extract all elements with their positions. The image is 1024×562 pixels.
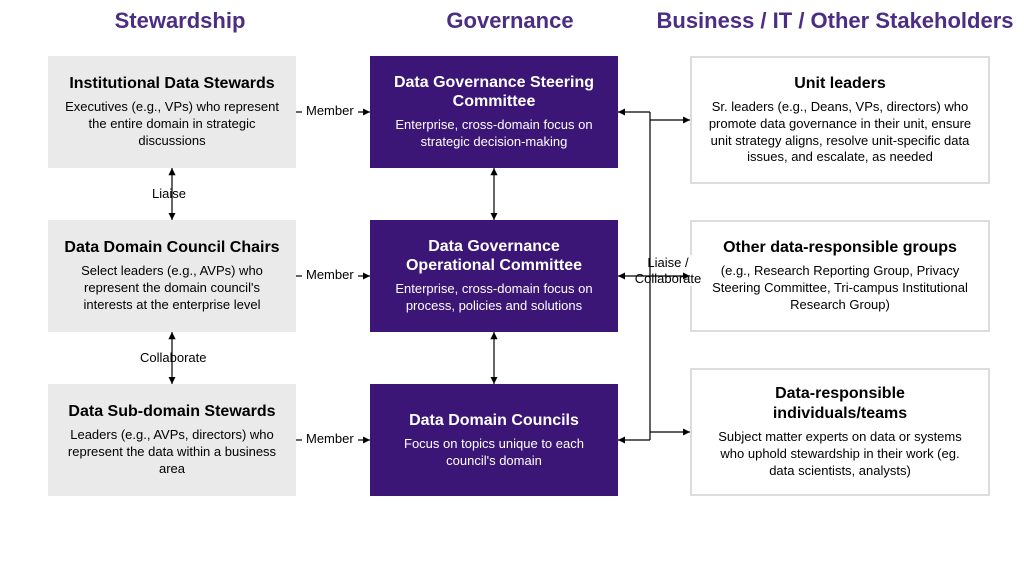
edge-label-text: Liaise / Collaborate <box>635 255 702 286</box>
box-domain-councils: Data Domain Councils Focus on topics uni… <box>370 384 618 496</box>
box-desc: Focus on topics unique to each council's… <box>384 436 604 470</box>
box-title: Institutional Data Stewards <box>62 74 282 93</box>
box-desc: Subject matter experts on data or system… <box>706 429 974 480</box>
header-stakeholders: Business / IT / Other Stakeholders <box>655 8 1015 34</box>
box-desc: Select leaders (e.g., AVPs) who represen… <box>62 263 282 314</box>
box-desc: Executives (e.g., VPs) who represent the… <box>62 99 282 150</box>
box-individuals-teams: Data-responsible individuals/teams Subje… <box>690 368 990 496</box>
box-title: Other data-responsible groups <box>706 238 974 257</box>
edge-label-liaise: Liaise <box>150 186 188 202</box>
box-title: Data Governance Steering Committee <box>384 73 604 111</box>
box-desc: (e.g., Research Reporting Group, Privacy… <box>706 263 974 314</box>
edge-label-member-3: Member <box>304 431 356 447</box>
box-title: Data Domain Councils <box>384 411 604 430</box>
edge-label-member-1: Member <box>304 103 356 119</box>
box-desc: Enterprise, cross-domain focus on strate… <box>384 117 604 151</box>
box-domain-council-chairs: Data Domain Council Chairs Select leader… <box>48 220 296 332</box>
box-unit-leaders: Unit leaders Sr. leaders (e.g., Deans, V… <box>690 56 990 184</box>
box-title: Unit leaders <box>706 74 974 93</box>
box-desc: Enterprise, cross-domain focus on proces… <box>384 281 604 315</box>
edge-label-collaborate: Collaborate <box>138 350 209 366</box>
header-stewardship: Stewardship <box>70 8 290 34</box>
box-desc: Sr. leaders (e.g., Deans, VPs, directors… <box>706 99 974 167</box>
box-operational-committee: Data Governance Operational Committee En… <box>370 220 618 332</box>
box-steering-committee: Data Governance Steering Committee Enter… <box>370 56 618 168</box>
box-other-groups: Other data-responsible groups (e.g., Res… <box>690 220 990 332</box>
box-inst-data-stewards: Institutional Data Stewards Executives (… <box>48 56 296 168</box>
header-governance: Governance <box>400 8 620 34</box>
edge-label-liaise-collab: Liaise / Collaborate <box>628 255 708 286</box>
box-title: Data-responsible individuals/teams <box>706 384 974 422</box>
box-desc: Leaders (e.g., AVPs, directors) who repr… <box>62 427 282 478</box>
box-title: Data Governance Operational Committee <box>384 237 604 275</box>
edge-label-member-2: Member <box>304 267 356 283</box>
box-title: Data Sub-domain Stewards <box>62 402 282 421</box>
box-sub-domain-stewards: Data Sub-domain Stewards Leaders (e.g., … <box>48 384 296 496</box>
box-title: Data Domain Council Chairs <box>62 238 282 257</box>
